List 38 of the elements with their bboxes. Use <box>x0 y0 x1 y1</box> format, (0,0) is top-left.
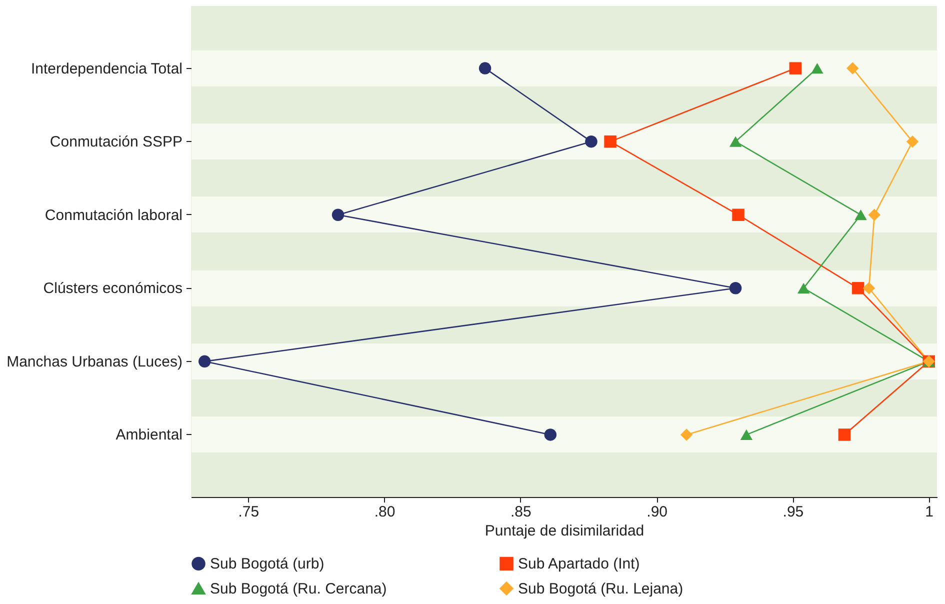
x-tick-label: .85 <box>510 504 532 520</box>
point <box>789 62 802 74</box>
point <box>740 429 753 440</box>
point <box>862 282 876 294</box>
y-tick-label: Interdependencia Total <box>30 60 182 78</box>
x-tick-label: 1 <box>925 504 934 520</box>
legend-label: Sub Bogotá (Ru. Cercana) <box>210 580 387 598</box>
point <box>680 428 693 441</box>
point <box>797 282 810 294</box>
point <box>906 135 919 148</box>
point <box>732 208 744 221</box>
point <box>846 62 859 74</box>
point <box>838 428 851 441</box>
point <box>852 282 864 294</box>
y-tick-label: Manchas Urbanas (Luces) <box>6 353 182 370</box>
point <box>198 355 211 368</box>
point <box>585 135 598 148</box>
legend-label: Sub Bogotá (urb) <box>210 556 324 573</box>
x-axis-title: Puntaje de disimilaridad <box>484 522 644 540</box>
x-tick-label: .75 <box>238 504 260 520</box>
point <box>811 62 824 74</box>
point <box>729 136 742 147</box>
point <box>544 428 557 441</box>
y-tick-label: Ambiental <box>116 426 182 444</box>
point <box>478 62 492 74</box>
point <box>332 208 344 221</box>
point <box>854 210 867 220</box>
point <box>868 208 881 221</box>
x-tick-label: .95 <box>782 504 804 520</box>
point <box>729 282 742 294</box>
y-tick-label: Conmutación SSPP <box>50 134 182 151</box>
legend-label: Sub Bogotá (Ru. Lejana) <box>518 580 684 598</box>
y-tick-label: Clústers económicos <box>43 280 182 298</box>
point <box>604 135 616 148</box>
y-tick-label: Conmutación laboral <box>44 206 182 224</box>
legend-label: Sub Apartado (Int) <box>518 556 640 573</box>
x-tick-label: .90 <box>646 504 668 520</box>
x-tick-label: .80 <box>374 504 396 520</box>
